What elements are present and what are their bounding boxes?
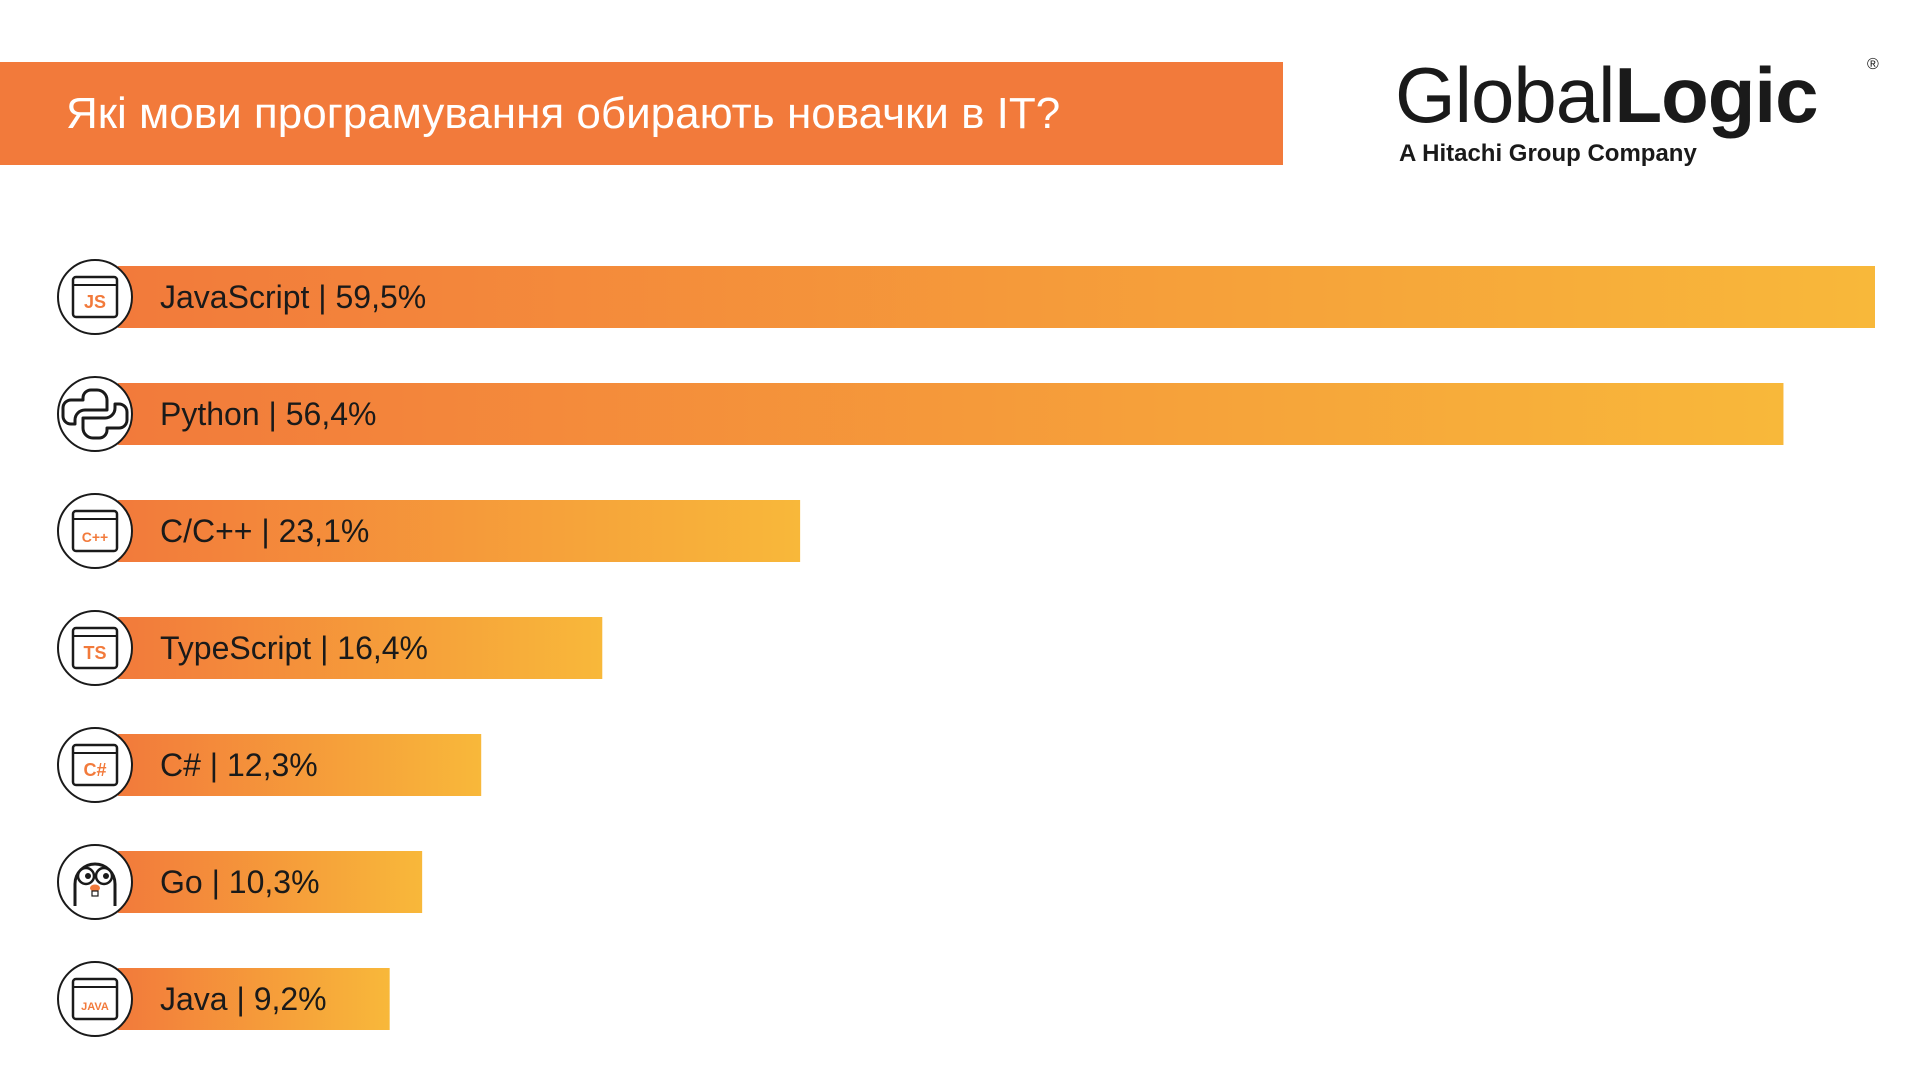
logo-name-bold: Logic [1614, 51, 1818, 139]
icon-circle [57, 259, 133, 335]
icon-text: C# [83, 760, 106, 780]
registered-mark: ® [1867, 56, 1879, 73]
logo-name-light: Global [1395, 51, 1615, 139]
js-icon: JS [71, 275, 119, 319]
bar [118, 617, 603, 679]
bar [118, 968, 390, 1030]
bar-row: Python | 56,4% [57, 376, 1784, 452]
logo-tagline: A Hitachi Group Company [1399, 140, 1697, 167]
typescript-icon: TS [71, 626, 119, 670]
bar [118, 734, 482, 796]
logo-wordmark: GlobalLogic [1395, 50, 1818, 140]
bar-label: Python | 56,4% [160, 396, 376, 432]
cpp-icon: C++ [71, 509, 119, 553]
bar-row: Go | 10,3% [57, 844, 423, 920]
icon-circle [57, 961, 133, 1037]
icon-text: JAVA [81, 1001, 109, 1013]
go-gopher-icon [73, 862, 117, 906]
bar-row: C++ C/C++ | 23,1% [57, 493, 801, 569]
bar-label: TypeScript | 16,4% [160, 630, 428, 666]
bar-label: C# | 12,3% [160, 747, 318, 783]
title-banner: Які мови програмування обирають новачки … [0, 62, 1283, 165]
icon-circle [57, 844, 133, 920]
csharp-icon: C# [71, 743, 119, 787]
bar-label: Java | 9,2% [160, 981, 327, 1017]
bar [118, 851, 423, 913]
globallogic-logo: GlobalLogic ® A Hitachi Group Company [1395, 50, 1885, 175]
python-icon [61, 388, 129, 440]
icon-circle [57, 727, 133, 803]
icon-circle [57, 610, 133, 686]
icon-circle [57, 376, 133, 452]
bar-row: TS TypeScript | 16,4% [57, 610, 603, 686]
icon-circle [57, 493, 133, 569]
icon-text: C++ [82, 529, 108, 545]
bar [118, 266, 1875, 328]
icon-text: JS [84, 292, 106, 312]
bar-row: C# C# | 12,3% [57, 727, 482, 803]
icon-text: TS [83, 643, 106, 663]
bar-row: JAVA Java | 9,2% [57, 961, 390, 1037]
bar [118, 383, 1784, 445]
java-icon: JAVA [71, 977, 119, 1021]
bar-label: JavaScript | 59,5% [160, 279, 426, 315]
page-title: Які мови програмування обирають новачки … [66, 88, 1061, 138]
bar-label: Go | 10,3% [160, 864, 320, 900]
bar-label: C/C++ | 23,1% [160, 513, 369, 549]
bar [118, 500, 801, 562]
bar-row: JS JavaScript | 59,5% [57, 259, 1875, 335]
